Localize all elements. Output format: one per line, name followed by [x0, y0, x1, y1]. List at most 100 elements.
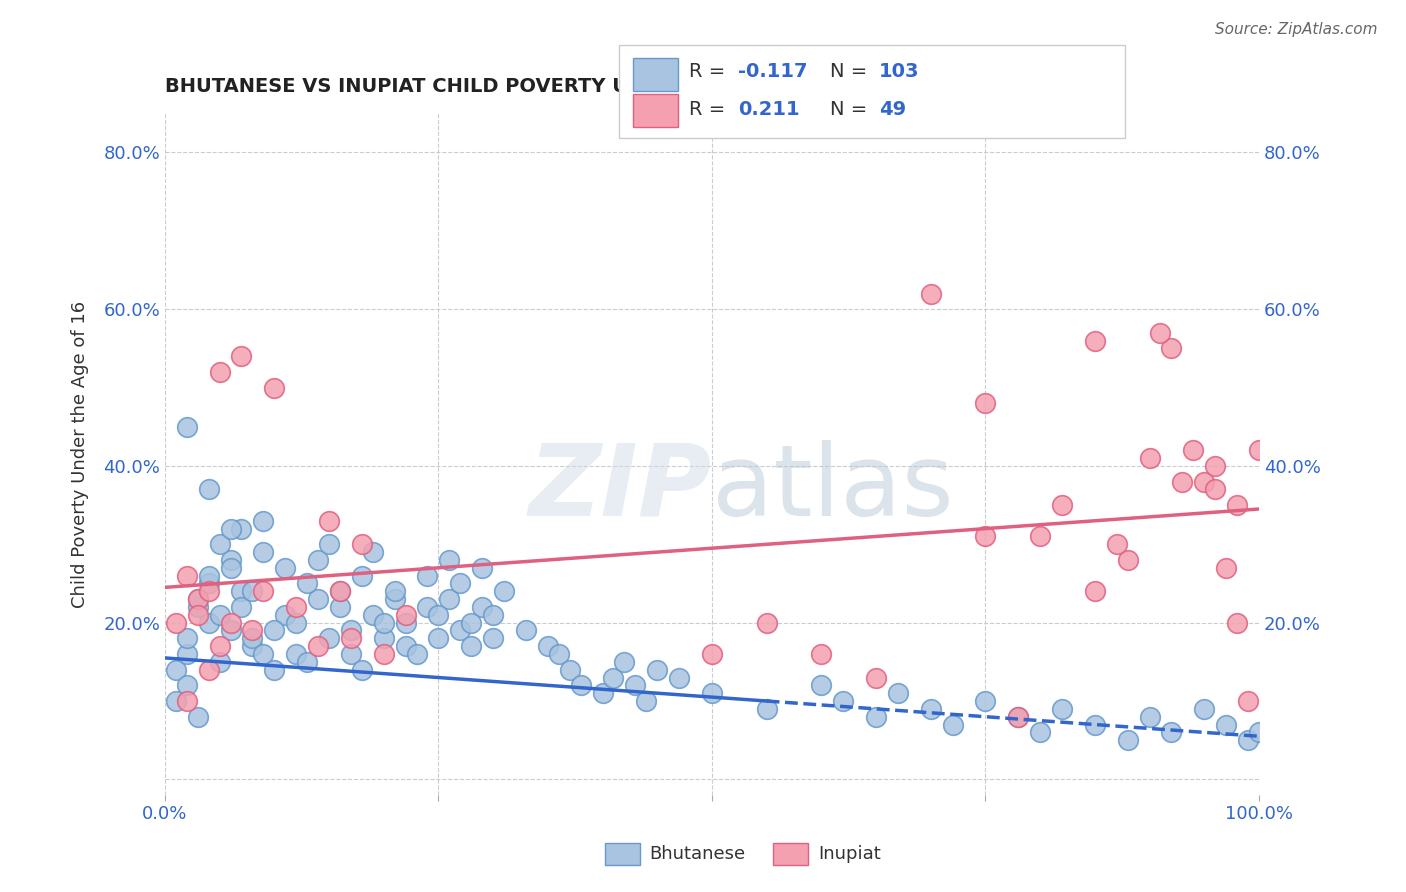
- Point: [1215, 561, 1237, 575]
- Point: [231, 584, 253, 599]
- Point: [427, 607, 450, 622]
- Point: [1247, 725, 1270, 739]
- Point: [427, 632, 450, 646]
- Point: [1237, 694, 1260, 708]
- Text: N =: N =: [830, 100, 873, 120]
- Point: [285, 599, 308, 614]
- Point: [219, 522, 242, 536]
- Point: [1029, 529, 1052, 543]
- Point: [416, 568, 439, 582]
- Point: [274, 561, 297, 575]
- Text: atlas: atlas: [711, 440, 953, 537]
- Point: [394, 607, 416, 622]
- Point: [920, 702, 942, 716]
- Point: [1007, 709, 1029, 723]
- Point: [219, 553, 242, 567]
- Point: [231, 349, 253, 363]
- Point: [1050, 702, 1073, 716]
- Point: [810, 678, 832, 692]
- Point: [187, 607, 209, 622]
- Point: [700, 647, 723, 661]
- Point: [197, 615, 219, 630]
- Point: [974, 396, 997, 410]
- Text: BHUTANESE VS INUPIAT CHILD POVERTY UNDER THE AGE OF 16 CORRELATION CHART: BHUTANESE VS INUPIAT CHILD POVERTY UNDER…: [165, 78, 1101, 96]
- Point: [537, 639, 560, 653]
- Point: [350, 568, 373, 582]
- Point: [1247, 443, 1270, 458]
- Point: [252, 584, 274, 599]
- Point: [558, 663, 581, 677]
- Point: [242, 584, 264, 599]
- Point: [307, 553, 329, 567]
- Point: [1160, 342, 1182, 356]
- Point: [1084, 584, 1107, 599]
- Point: [295, 655, 318, 669]
- Point: [350, 537, 373, 551]
- Point: [449, 576, 471, 591]
- Point: [810, 647, 832, 661]
- Point: [1215, 717, 1237, 731]
- Point: [832, 694, 855, 708]
- Text: Inupiat: Inupiat: [818, 845, 882, 863]
- Point: [197, 568, 219, 582]
- Text: N =: N =: [830, 62, 873, 81]
- Point: [318, 632, 340, 646]
- Point: [197, 663, 219, 677]
- Point: [1139, 709, 1161, 723]
- Point: [1149, 326, 1171, 340]
- Point: [231, 599, 253, 614]
- Point: [1160, 725, 1182, 739]
- Point: [460, 639, 482, 653]
- Point: [187, 592, 209, 607]
- Point: [176, 694, 198, 708]
- Text: -0.117: -0.117: [738, 62, 807, 81]
- Point: [263, 663, 285, 677]
- Point: [416, 599, 439, 614]
- Point: [252, 647, 274, 661]
- Point: [373, 615, 395, 630]
- Point: [274, 607, 297, 622]
- Point: [242, 639, 264, 653]
- Point: [285, 647, 308, 661]
- Point: [394, 615, 416, 630]
- Point: [384, 584, 406, 599]
- Point: [1237, 733, 1260, 747]
- Point: [307, 592, 329, 607]
- Point: [165, 663, 187, 677]
- Point: [340, 624, 363, 638]
- Point: [252, 545, 274, 559]
- Point: [471, 599, 494, 614]
- Text: 103: 103: [879, 62, 920, 81]
- Point: [482, 632, 505, 646]
- Point: [1116, 733, 1139, 747]
- Point: [492, 584, 515, 599]
- Point: [471, 561, 494, 575]
- Point: [405, 647, 427, 661]
- Point: [295, 576, 318, 591]
- Point: [187, 709, 209, 723]
- Point: [219, 624, 242, 638]
- Point: [176, 632, 198, 646]
- Point: [318, 537, 340, 551]
- Point: [1029, 725, 1052, 739]
- Point: [1084, 717, 1107, 731]
- Point: [340, 647, 363, 661]
- Point: [942, 717, 965, 731]
- Point: [165, 615, 187, 630]
- Point: [974, 529, 997, 543]
- Point: [1194, 475, 1216, 489]
- Point: [231, 522, 253, 536]
- Point: [208, 655, 231, 669]
- Point: [624, 678, 647, 692]
- Point: [439, 592, 461, 607]
- Point: [1226, 615, 1249, 630]
- Point: [263, 624, 285, 638]
- Point: [1105, 537, 1128, 551]
- Point: [307, 639, 329, 653]
- Point: [668, 671, 690, 685]
- Point: [176, 568, 198, 582]
- Point: [176, 678, 198, 692]
- Point: [569, 678, 592, 692]
- Text: 0.211: 0.211: [738, 100, 800, 120]
- Point: [208, 607, 231, 622]
